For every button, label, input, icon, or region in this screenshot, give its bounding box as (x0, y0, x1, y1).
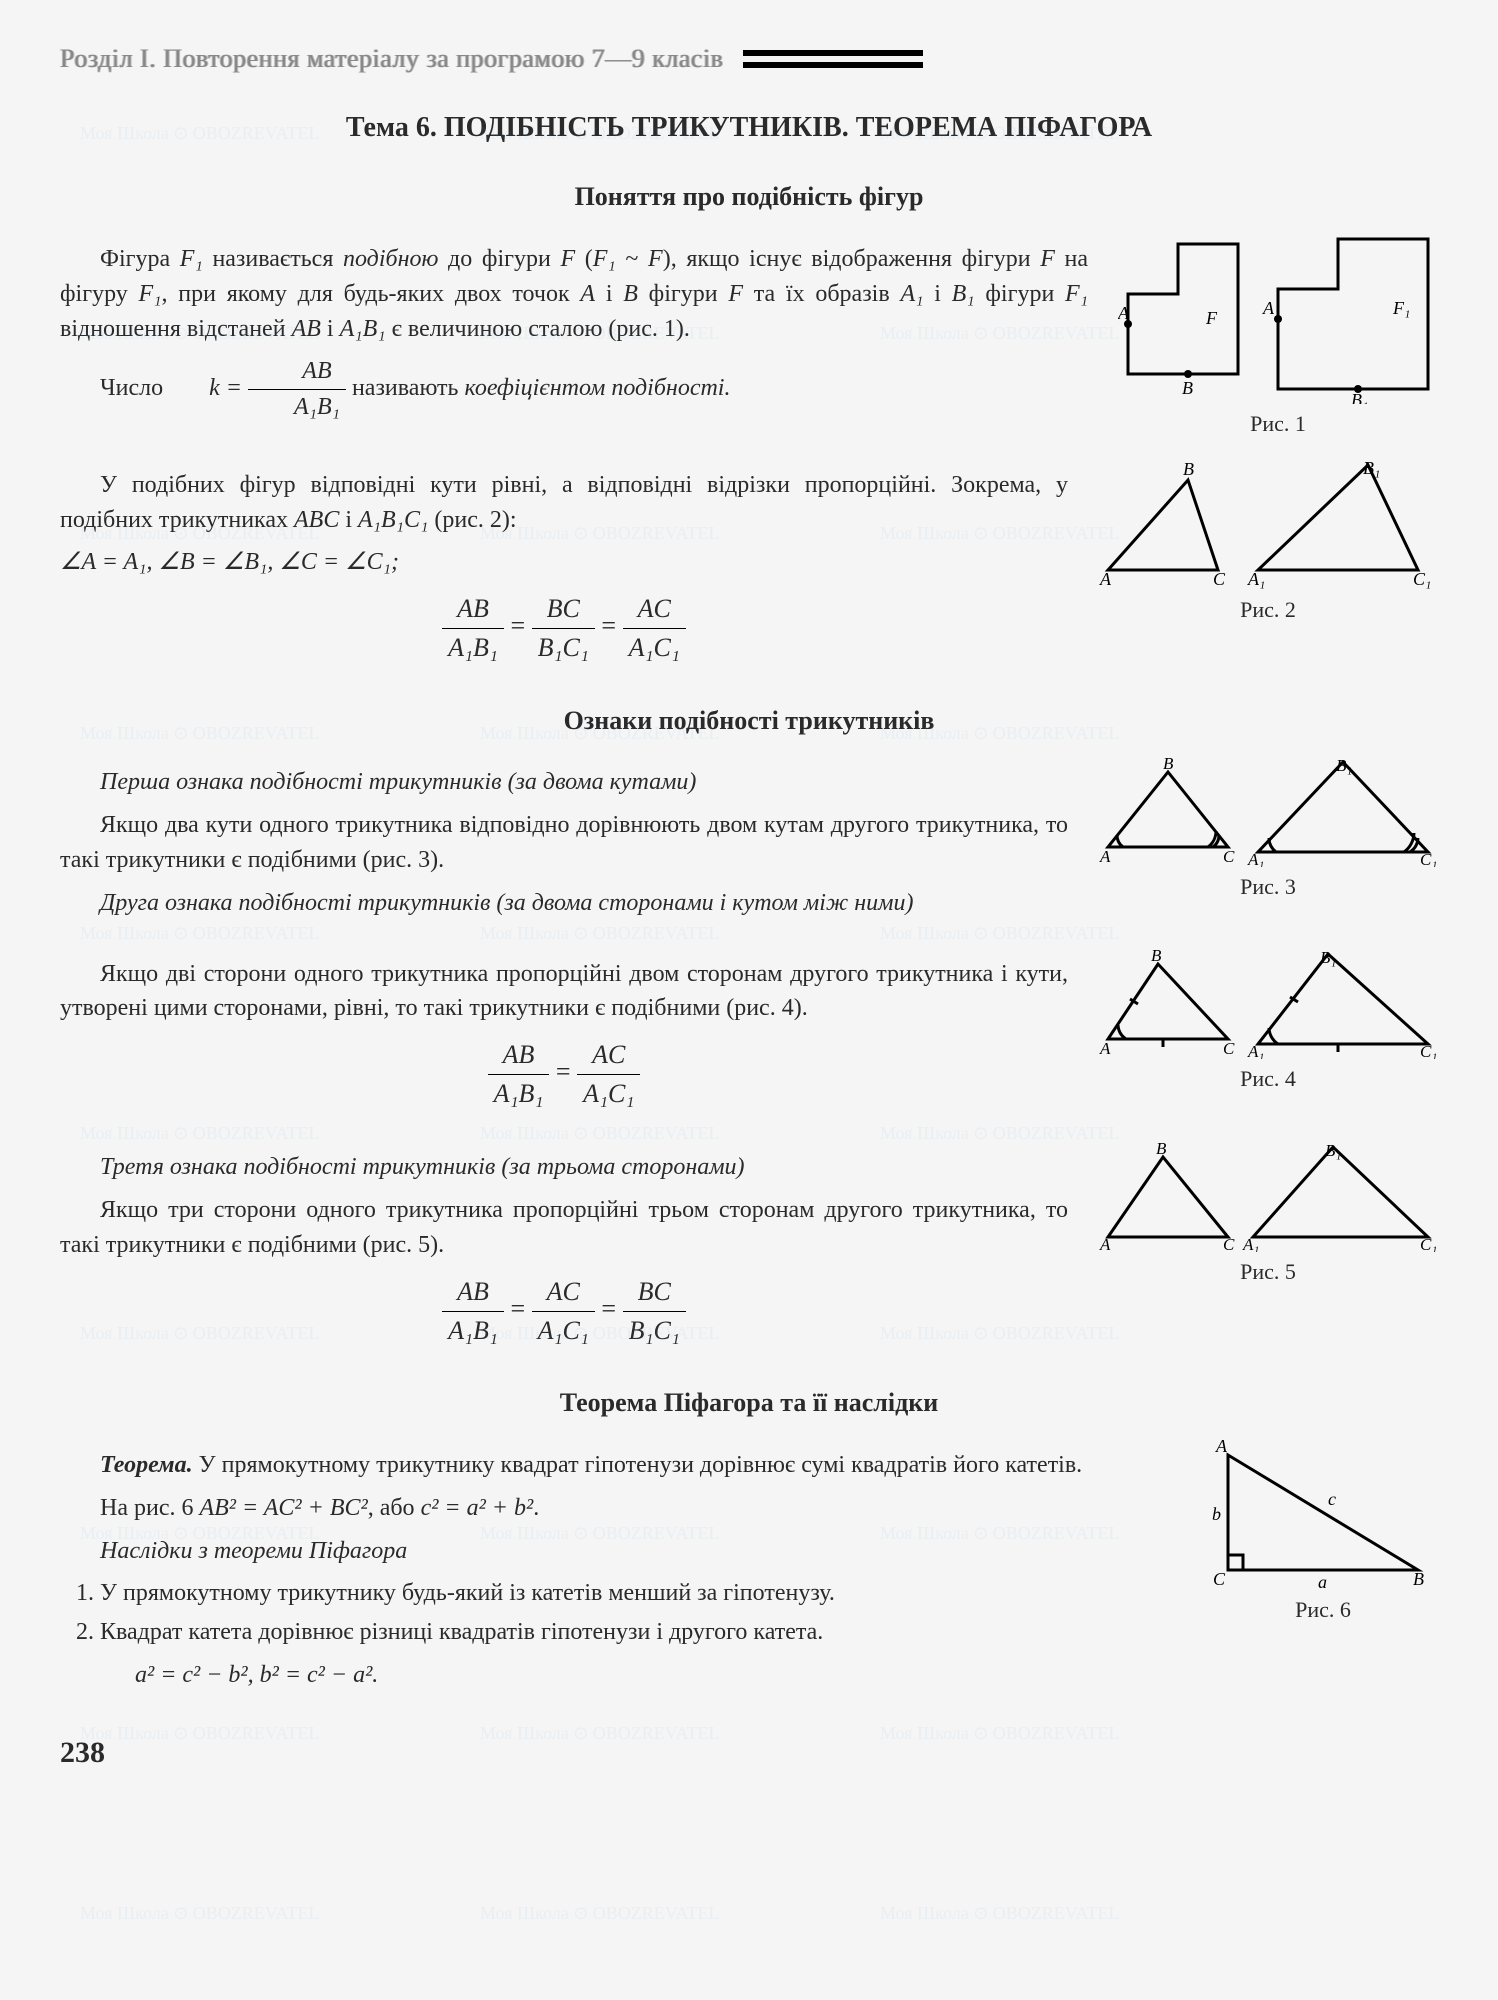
section3-title: Теорема Піфагора та її наслідки (60, 1384, 1438, 1422)
svg-text:B₁: B₁ (1336, 757, 1352, 775)
svg-text:A₁: A₁ (1247, 569, 1265, 589)
svg-text:B: B (1183, 460, 1194, 479)
svg-text:B: B (1413, 1569, 1424, 1589)
sign1-text: Якщо два кути одного трикутника відповід… (60, 808, 1068, 878)
fig2-caption: Рис. 2 (1098, 594, 1438, 626)
sign2-formula: ABA₁B₁ = ACA₁C₁ (60, 1036, 1068, 1112)
svg-text:C: C (1223, 847, 1235, 866)
sign3-text: Якщо три сторони одного трикутника пропо… (60, 1193, 1068, 1263)
svg-text:C₁: C₁ (1420, 1235, 1437, 1252)
fig6-caption: Рис. 6 (1208, 1594, 1438, 1626)
svg-text:C₁: C₁ (1413, 569, 1431, 589)
svg-text:B: B (1182, 378, 1193, 398)
theme-heading: Тема 6. ПОДІБНІСТЬ ТРИКУТНИКІВ. ТЕОРЕМА … (60, 108, 1438, 149)
svg-text:A: A (1099, 847, 1111, 866)
svg-text:C₁: C₁ (1420, 1042, 1437, 1059)
figure-1: A B F A₁ B₁ F₁ Рис. 1 (1118, 234, 1438, 440)
svg-text:C: C (1223, 1235, 1235, 1252)
sign3-formula: ABA₁B₁ = ACA₁C₁ = BCB₁C₁ (60, 1273, 1068, 1349)
para-similar-def: Фігура F₁ називається подібною до фігури… (60, 242, 1088, 346)
fig4-caption: Рис. 4 (1098, 1063, 1438, 1095)
fig5-caption: Рис. 5 (1098, 1256, 1438, 1288)
para-proportion: У подібних фігур відповідні кути рівні, … (60, 468, 1068, 538)
cons-head: Наслідки з теореми Піфагора (60, 1534, 1178, 1569)
angle-equalities: ∠A = A₁, ∠B = ∠B₁, ∠C = ∠C₁; (60, 545, 1068, 580)
fig1-caption: Рис. 1 (1118, 408, 1438, 440)
svg-text:B: B (1156, 1142, 1167, 1158)
svg-text:a: a (1318, 1572, 1327, 1590)
svg-text:F: F (1205, 308, 1218, 328)
cons-1: У прямокутному трикутнику будь-який із к… (100, 1576, 1178, 1611)
fig3-caption: Рис. 3 (1098, 871, 1438, 903)
figure-2: A C B A₁ C₁ B₁ Рис. 2 (1098, 460, 1438, 626)
theme-title-text: ПОДІБНІСТЬ ТРИКУТНИКІВ. ТЕОРЕМА ПІФАГОРА (444, 112, 1152, 143)
pythagoras-theorem: Теорема. У прямокутному трикутнику квадр… (60, 1448, 1178, 1483)
sign1-head: Перша ознака подібності трикутників (за … (60, 765, 1068, 800)
consequences-list: У прямокутному трикутнику будь-який із к… (100, 1576, 1178, 1650)
svg-text:B₁: B₁ (1351, 390, 1368, 404)
figure-4: A C B A₁ C₁ B₁ Рис. 4 (1098, 949, 1438, 1095)
svg-text:B: B (1163, 757, 1174, 773)
svg-text:A₁: A₁ (1247, 850, 1264, 867)
svg-text:B₁: B₁ (1320, 949, 1336, 967)
figure-6: A B C b a c Рис. 6 (1208, 1440, 1438, 1626)
svg-text:A₁: A₁ (1247, 1042, 1264, 1059)
sign3-head: Третя ознака подібності трикутників (за … (60, 1150, 1068, 1185)
figure-3: A C B A₁ C₁ B₁ Рис. 3 (1098, 757, 1438, 903)
para-coeff: Число k = ABA₁B₁ називають коефіцієнтом … (60, 354, 1088, 425)
chapter-header: Розділ І. Повторення матеріалу за програ… (60, 40, 1438, 78)
svg-text:A: A (1099, 569, 1112, 589)
svg-text:C: C (1213, 1569, 1226, 1589)
cons-2: Квадрат катета дорівнює різниці квадраті… (100, 1615, 1178, 1650)
svg-text:A: A (1118, 303, 1130, 323)
svg-text:A: A (1099, 1235, 1111, 1252)
svg-text:A₁: A₁ (1242, 1235, 1259, 1252)
sign2-head: Друга ознака подібності трикутників (за … (60, 886, 1068, 921)
cons-formula: a² = c² − b², b² = c² − a². (135, 1658, 1178, 1693)
header-decor-bars (743, 50, 923, 68)
svg-text:A₁: A₁ (1262, 298, 1280, 318)
ratio-formula: ABA₁B₁ = BCB₁C₁ = ACA₁C₁ (60, 590, 1068, 666)
svg-text:F₁: F₁ (1392, 298, 1410, 318)
svg-text:B: B (1151, 949, 1162, 965)
theme-number: Тема 6. (346, 112, 437, 143)
page-number: 238 (60, 1731, 1438, 1775)
sign2-text: Якщо дві сторони одного трикутника пропо… (60, 957, 1068, 1027)
section1-title: Поняття про подібність фігур (60, 178, 1438, 216)
svg-text:c: c (1328, 1489, 1336, 1509)
svg-text:A: A (1099, 1039, 1111, 1058)
section2-title: Ознаки подібності трикутників (60, 702, 1438, 740)
svg-text:b: b (1212, 1504, 1221, 1524)
svg-text:B₁: B₁ (1363, 460, 1380, 478)
svg-text:C₁: C₁ (1420, 850, 1437, 867)
svg-text:B₁: B₁ (1325, 1142, 1341, 1160)
svg-text:A: A (1215, 1440, 1228, 1456)
figure-5: A C B A₁ C₁ B₁ Рис. 5 (1098, 1142, 1438, 1288)
breadcrumb: Розділ І. Повторення матеріалу за програ… (60, 40, 723, 78)
svg-text:C: C (1213, 569, 1226, 589)
svg-text:C: C (1223, 1039, 1235, 1058)
pythagoras-fig-ref: На рис. 6 AB² = AC² + BC², або c² = a² +… (60, 1491, 1178, 1526)
